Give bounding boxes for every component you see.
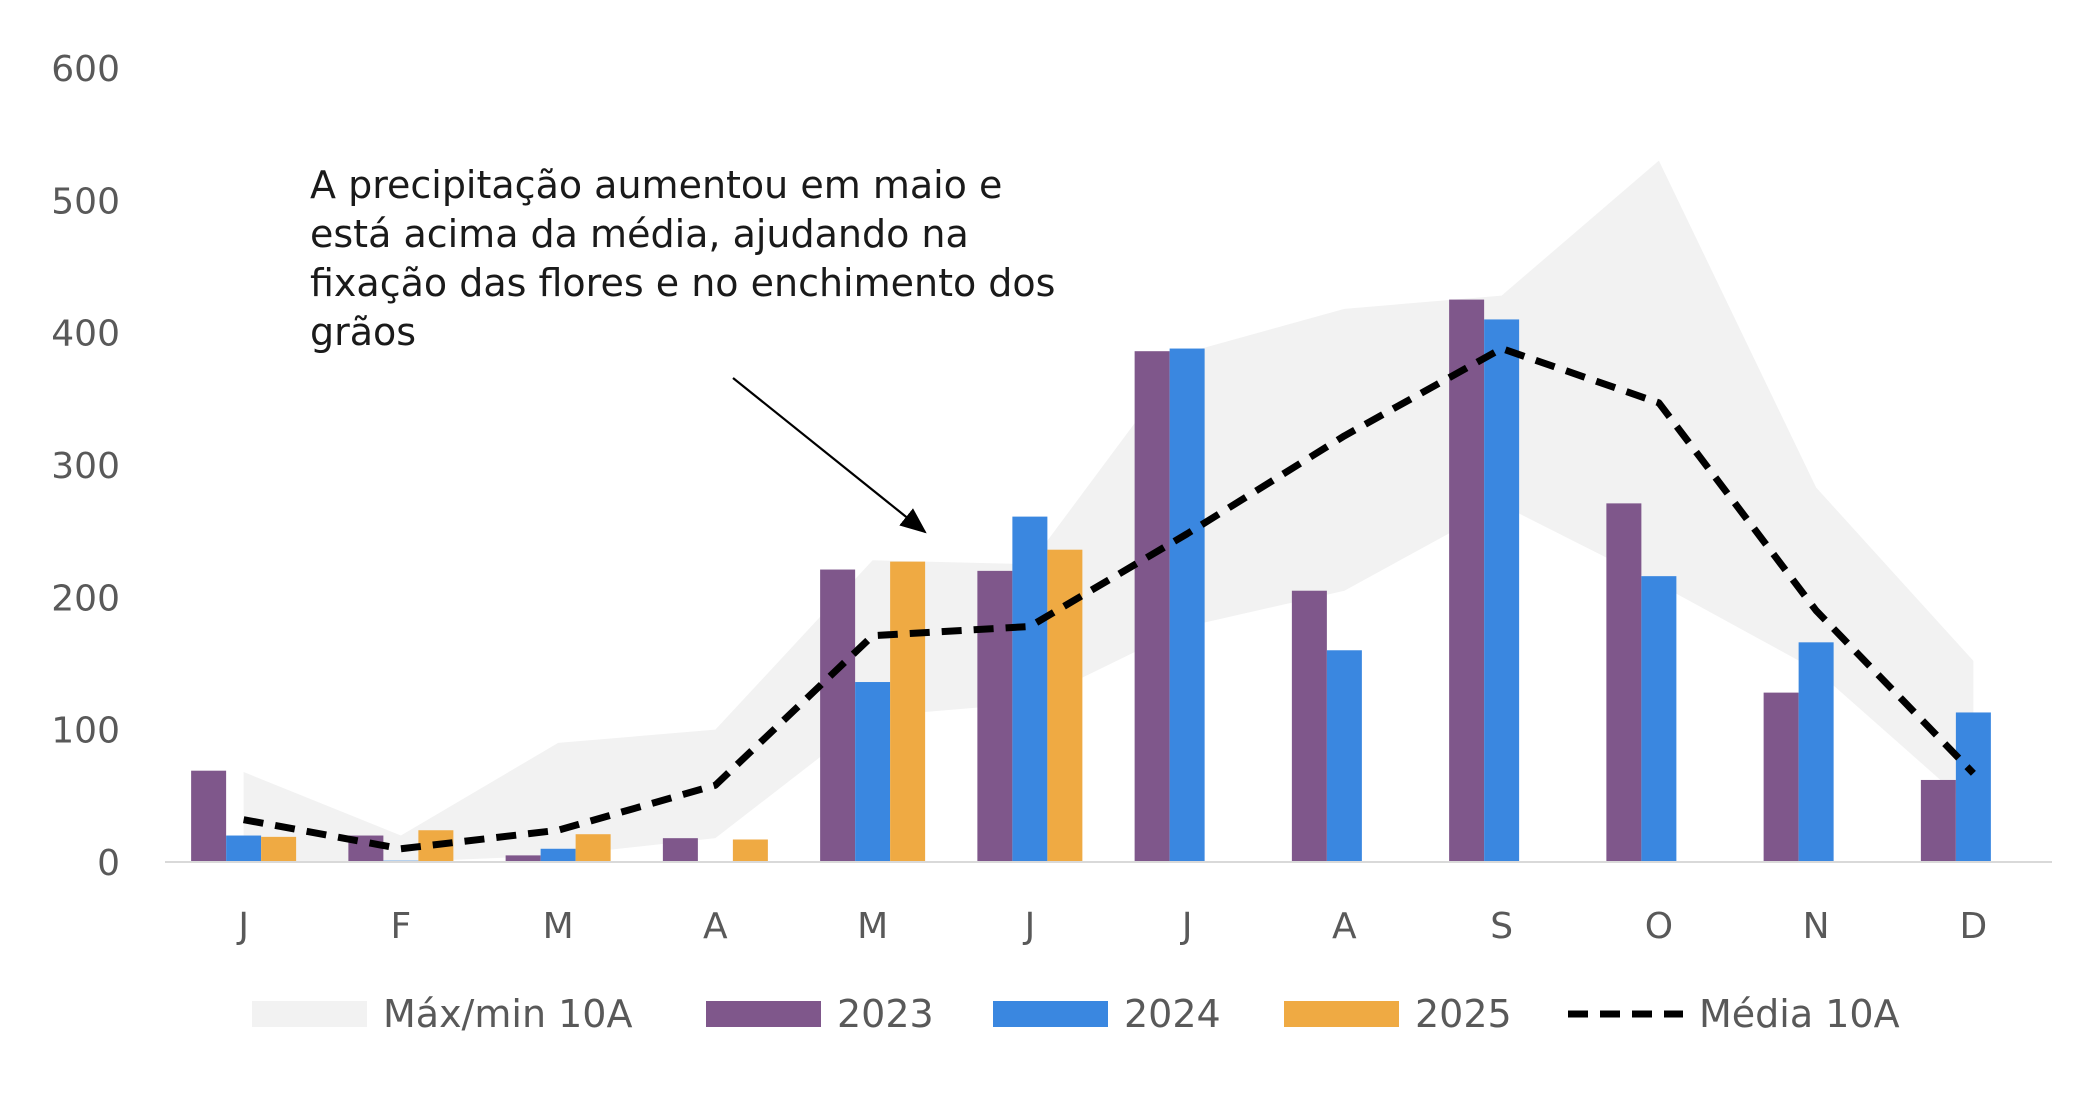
y-tick-label: 300: [51, 446, 120, 487]
legend-label-4: 2025: [1415, 992, 1512, 1036]
annotation-line-1: A precipitação aumentou em maio e: [310, 163, 1002, 207]
legend-swatch-3: [993, 1001, 1108, 1027]
x-tick-label: S: [1490, 906, 1513, 947]
bar-2024-8: [1484, 319, 1520, 862]
legend-label-5: Média 10A: [1699, 992, 1900, 1036]
annotation-line-3: fixação das flores e no enchimento dos: [310, 261, 1055, 305]
bar-2023-8: [1449, 299, 1485, 862]
annotation-line-4: grãos: [310, 310, 416, 354]
x-tick-label: A: [1332, 906, 1357, 947]
x-tick-label: F: [391, 906, 412, 947]
x-tick-label: M: [543, 906, 574, 947]
bar-2024-4: [855, 682, 891, 862]
legend-label-1: Máx/min 10A: [383, 992, 632, 1036]
x-tick-label: J: [1180, 906, 1193, 947]
x-tick-label: N: [1803, 906, 1830, 947]
y-tick-label: 600: [51, 49, 120, 90]
bar-2024-11: [1955, 712, 1991, 862]
x-tick-label: A: [703, 906, 728, 947]
bar-2023-11: [1920, 779, 1956, 862]
bar-2023-9: [1606, 503, 1642, 862]
legend-swatch-1: [252, 1001, 367, 1027]
bar-2024-0: [226, 835, 262, 862]
bar-2025-2: [575, 834, 611, 862]
bar-2023-6: [1134, 351, 1170, 862]
bar-2024-2: [540, 848, 576, 862]
bar-2025-0: [261, 836, 297, 862]
legend-label-3: 2024: [1124, 992, 1221, 1036]
y-tick-label: 0: [97, 843, 120, 884]
bar-2024-5: [1012, 516, 1048, 862]
bar-2024-6: [1169, 348, 1205, 863]
x-tick-label: D: [1960, 906, 1988, 947]
bar-2023-7: [1291, 590, 1327, 862]
bar-2023-0: [191, 770, 227, 862]
y-tick-label: 400: [51, 314, 120, 355]
y-tick-label: 200: [51, 578, 120, 619]
legend-label-2: 2023: [837, 992, 934, 1036]
legend-swatch-2: [706, 1001, 821, 1027]
average-line: [242, 345, 1976, 853]
bar-2023-3: [662, 838, 698, 862]
bar-2023-5: [977, 570, 1013, 862]
bar-2024-9: [1641, 576, 1677, 862]
annotation-arrow: [732, 377, 927, 534]
bar-2025-4: [890, 561, 926, 862]
annotation-line-2: está acima da média, ajudando na: [310, 212, 969, 256]
bar-2024-10: [1798, 642, 1834, 862]
x-tick-label: J: [1023, 906, 1036, 947]
bar-2023-10: [1763, 692, 1799, 862]
bar-2025-3: [732, 839, 768, 862]
bar-2023-4: [820, 569, 856, 862]
x-tick-label: M: [857, 906, 888, 947]
bar-2023-2: [505, 855, 541, 862]
legend-swatch-4: [1284, 1001, 1399, 1027]
y-tick-label: 100: [51, 711, 120, 752]
x-tick-label: O: [1645, 906, 1673, 947]
bar-2024-7: [1326, 650, 1362, 862]
x-tick-label: J: [236, 906, 249, 947]
minmax-band: [243, 160, 1974, 863]
y-tick-label: 500: [51, 181, 120, 222]
